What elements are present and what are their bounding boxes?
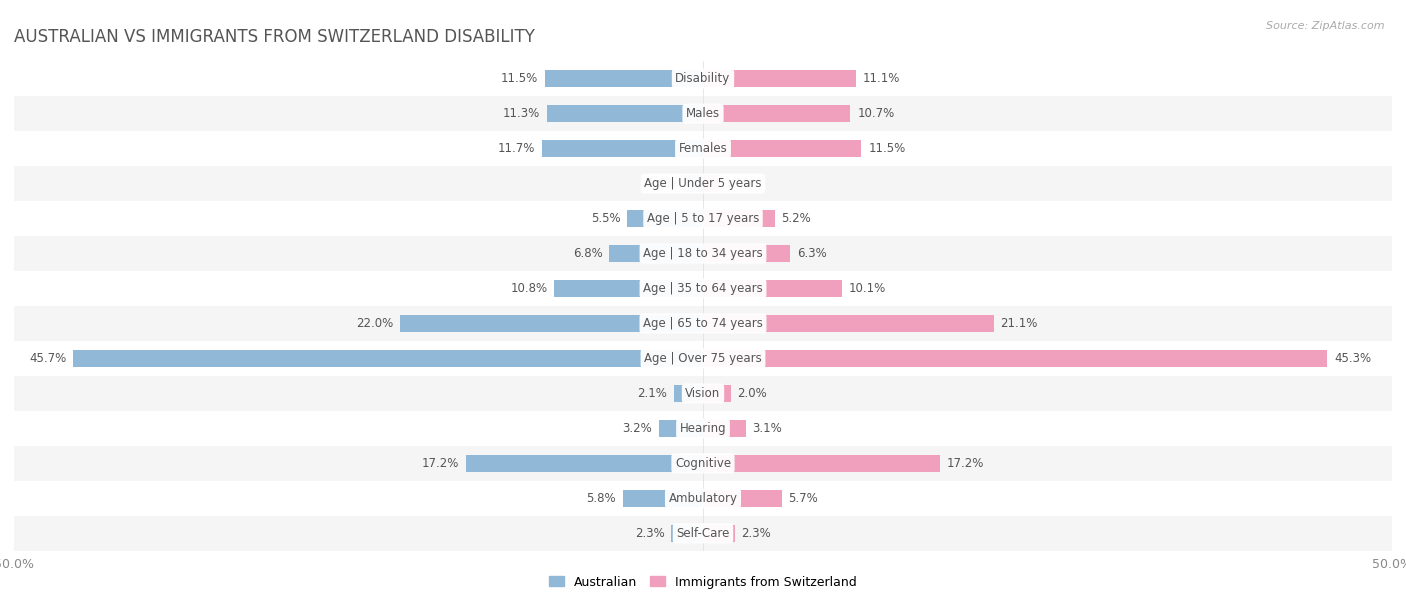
Bar xyxy=(659,420,703,437)
Bar xyxy=(14,96,1392,131)
Text: 21.1%: 21.1% xyxy=(1001,317,1038,330)
Text: 6.8%: 6.8% xyxy=(572,247,602,260)
Bar xyxy=(14,446,1392,481)
Bar xyxy=(547,105,703,122)
Bar xyxy=(683,175,703,192)
Bar xyxy=(609,245,703,263)
Text: Age | Over 75 years: Age | Over 75 years xyxy=(644,352,762,365)
Text: 3.2%: 3.2% xyxy=(623,422,652,435)
Text: Source: ZipAtlas.com: Source: ZipAtlas.com xyxy=(1267,21,1385,31)
Text: 2.3%: 2.3% xyxy=(741,527,772,540)
Bar xyxy=(14,516,1392,551)
Bar xyxy=(14,131,1392,166)
Bar xyxy=(703,140,862,157)
Legend: Australian, Immigrants from Switzerland: Australian, Immigrants from Switzerland xyxy=(544,570,862,594)
Text: Ambulatory: Ambulatory xyxy=(668,492,738,505)
Bar xyxy=(544,70,703,88)
Bar xyxy=(14,61,1392,96)
Text: AUSTRALIAN VS IMMIGRANTS FROM SWITZERLAND DISABILITY: AUSTRALIAN VS IMMIGRANTS FROM SWITZERLAN… xyxy=(14,28,534,46)
Text: Cognitive: Cognitive xyxy=(675,457,731,470)
Text: 1.1%: 1.1% xyxy=(725,177,755,190)
Bar xyxy=(73,349,703,367)
Bar xyxy=(541,140,703,157)
Bar xyxy=(627,210,703,227)
Bar xyxy=(554,280,703,297)
Text: 11.5%: 11.5% xyxy=(869,142,905,155)
Text: 45.7%: 45.7% xyxy=(30,352,66,365)
Text: 3.1%: 3.1% xyxy=(752,422,782,435)
Bar xyxy=(703,490,782,507)
Bar xyxy=(703,280,842,297)
Text: 45.3%: 45.3% xyxy=(1334,352,1371,365)
Bar xyxy=(14,411,1392,446)
Bar xyxy=(14,481,1392,516)
Bar xyxy=(703,349,1327,367)
Text: 10.1%: 10.1% xyxy=(849,282,886,295)
Bar xyxy=(703,210,775,227)
Text: 10.7%: 10.7% xyxy=(858,107,894,120)
Text: 2.3%: 2.3% xyxy=(634,527,665,540)
Text: 11.1%: 11.1% xyxy=(863,72,900,85)
Bar xyxy=(703,245,790,263)
Text: 5.8%: 5.8% xyxy=(586,492,616,505)
Bar xyxy=(14,201,1392,236)
Bar xyxy=(673,385,703,402)
Bar xyxy=(703,420,745,437)
Text: Disability: Disability xyxy=(675,72,731,85)
Text: 17.2%: 17.2% xyxy=(946,457,984,470)
Bar xyxy=(703,385,731,402)
Text: 2.1%: 2.1% xyxy=(637,387,668,400)
Text: Age | 35 to 64 years: Age | 35 to 64 years xyxy=(643,282,763,295)
Text: 5.7%: 5.7% xyxy=(789,492,818,505)
Text: Females: Females xyxy=(679,142,727,155)
Text: 11.3%: 11.3% xyxy=(503,107,540,120)
Text: 17.2%: 17.2% xyxy=(422,457,460,470)
Bar xyxy=(703,455,941,472)
Text: 2.0%: 2.0% xyxy=(738,387,768,400)
Text: 22.0%: 22.0% xyxy=(356,317,392,330)
Bar xyxy=(399,315,703,332)
Text: 5.5%: 5.5% xyxy=(591,212,620,225)
Bar xyxy=(623,490,703,507)
Text: Self-Care: Self-Care xyxy=(676,527,730,540)
Text: 10.8%: 10.8% xyxy=(510,282,547,295)
Bar xyxy=(14,341,1392,376)
Text: 11.5%: 11.5% xyxy=(501,72,537,85)
Bar xyxy=(703,105,851,122)
Bar xyxy=(14,166,1392,201)
Text: Age | 5 to 17 years: Age | 5 to 17 years xyxy=(647,212,759,225)
Text: 11.7%: 11.7% xyxy=(498,142,534,155)
Text: Vision: Vision xyxy=(685,387,721,400)
Text: 5.2%: 5.2% xyxy=(782,212,811,225)
Bar xyxy=(703,70,856,88)
Bar xyxy=(703,175,718,192)
Bar xyxy=(14,306,1392,341)
Text: 1.4%: 1.4% xyxy=(647,177,676,190)
Bar xyxy=(14,236,1392,271)
Text: Age | 65 to 74 years: Age | 65 to 74 years xyxy=(643,317,763,330)
Bar xyxy=(465,455,703,472)
Bar xyxy=(14,271,1392,306)
Bar xyxy=(671,524,703,542)
Bar xyxy=(703,315,994,332)
Text: Hearing: Hearing xyxy=(679,422,727,435)
Text: 6.3%: 6.3% xyxy=(797,247,827,260)
Bar xyxy=(703,524,735,542)
Text: Age | 18 to 34 years: Age | 18 to 34 years xyxy=(643,247,763,260)
Text: Males: Males xyxy=(686,107,720,120)
Text: Age | Under 5 years: Age | Under 5 years xyxy=(644,177,762,190)
Bar xyxy=(14,376,1392,411)
